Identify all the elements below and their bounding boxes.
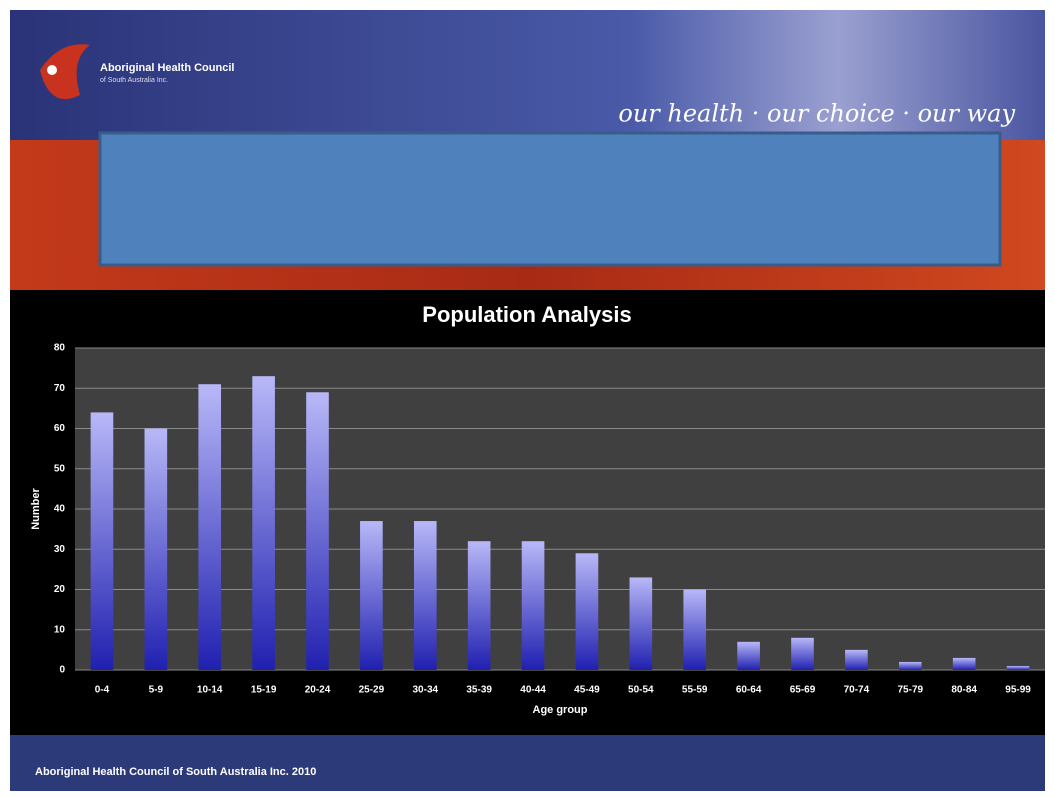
header-band <box>10 10 1045 140</box>
bar <box>683 589 707 670</box>
x-tick-label: 80-84 <box>951 685 977 696</box>
bar <box>791 637 814 670</box>
logo <box>40 44 90 100</box>
x-tick-label: 0-4 <box>95 685 110 696</box>
x-tick-label: 5-9 <box>149 685 164 696</box>
x-tick-label: 35-39 <box>466 685 492 696</box>
bar <box>360 521 383 670</box>
bar <box>952 657 976 670</box>
x-tick-label: 95-99 <box>1005 685 1031 696</box>
x-tick-label: 75-79 <box>897 685 923 696</box>
y-tick-label: 70 <box>54 383 66 394</box>
x-tick-label: 55-59 <box>682 685 708 696</box>
x-tick-label: 45-49 <box>574 685 600 696</box>
y-tick-label: 10 <box>54 624 66 635</box>
x-tick-label: 65-69 <box>790 685 816 696</box>
x-axis-label: Age group <box>533 704 588 716</box>
bar <box>144 428 168 670</box>
logo-dot <box>47 65 57 75</box>
x-tick-label: 25-29 <box>359 685 385 696</box>
bar <box>252 376 275 670</box>
y-tick-label: 30 <box>54 544 66 555</box>
bar <box>90 412 114 670</box>
y-tick-label: 40 <box>54 504 66 515</box>
chart-title: Population Analysis <box>422 302 631 327</box>
bar <box>737 641 760 670</box>
x-tick-label: 40-44 <box>520 685 546 696</box>
org-sub: of South Australia Inc. <box>100 77 168 84</box>
y-tick-label: 0 <box>59 665 65 676</box>
bar <box>413 521 437 670</box>
bar <box>845 649 868 670</box>
y-tick-label: 60 <box>54 423 66 434</box>
bar <box>1006 665 1030 670</box>
bar <box>629 577 653 670</box>
bar <box>575 553 599 670</box>
bar <box>898 661 922 670</box>
title-box <box>98 131 1002 267</box>
x-tick-label: 30-34 <box>412 685 438 696</box>
bar <box>306 392 329 670</box>
y-tick-label: 80 <box>54 343 66 354</box>
x-tick-label: 60-64 <box>736 685 762 696</box>
bar <box>521 541 545 670</box>
tagline: our health · our choice · our way <box>618 100 1015 128</box>
y-axis-label: Number <box>30 488 42 530</box>
x-tick-label: 70-74 <box>844 685 870 696</box>
org-name: Aboriginal Health Council <box>100 62 234 74</box>
footer-band <box>10 735 1045 791</box>
x-tick-label: 15-19 <box>251 685 277 696</box>
x-tick-label: 20-24 <box>305 685 331 696</box>
y-tick-label: 20 <box>54 584 66 595</box>
footer-text: Aboriginal Health Council of South Austr… <box>35 766 316 778</box>
x-tick-label: 50-54 <box>628 685 654 696</box>
y-tick-label: 50 <box>54 463 66 474</box>
bar <box>467 541 491 670</box>
bar <box>198 384 222 670</box>
x-tick-label: 10-14 <box>197 685 223 696</box>
